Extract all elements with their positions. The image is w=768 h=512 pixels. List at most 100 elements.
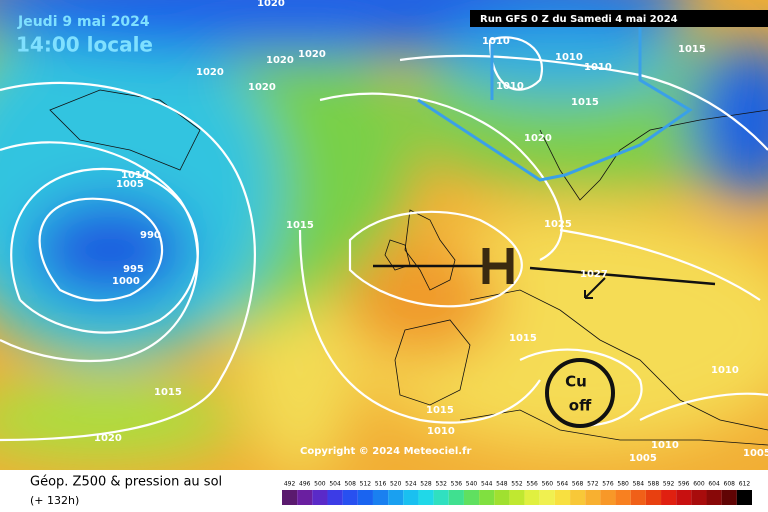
isobar-label: 1015 [286,220,314,231]
scale-swatch [509,490,525,505]
scale-label: 536 [451,481,463,488]
isobar-label: 990 [140,230,161,241]
scale-label: 568 [572,481,584,488]
scale-swatch [661,490,677,505]
scale-swatch [282,490,298,505]
scale-label: 556 [526,481,538,488]
footer-lead: (+ 132h) [30,494,79,507]
scale-swatch [494,490,510,505]
scale-label: 608 [724,481,736,488]
scale-label: 588 [648,481,660,488]
isobar-label: 1010 [651,440,679,451]
isobar-label: 1015 [426,405,454,416]
isobar-label: 1015 [678,44,706,55]
isobar-label: 1020 [266,55,294,66]
region-outline [417,20,693,182]
isobar-label: 1027 [580,269,608,280]
run-info: Run GFS 0 Z du Samedi 4 mai 2024 [480,14,678,25]
isobar-label: 1020 [524,133,552,144]
isobar-label: 1010 [482,36,510,47]
annotation: off [569,397,592,415]
isobar-label: 1025 [544,219,572,230]
scale-label: 604 [708,481,720,488]
scale-swatch [585,490,601,505]
isobar-label: 1005 [743,448,768,459]
isobar-label: 1020 [196,67,224,78]
isobar-label: 1015 [154,387,182,398]
isobar-label: 1010 [555,52,583,63]
isobar-label: 1015 [571,97,599,108]
isobar-label: 1020 [248,82,276,93]
footer-title: Géop. Z500 & pression au sol [30,475,222,490]
coastlines [49,89,768,446]
isobar-labels: 1020 1020 1020 1020 1020 1010 1010 1010 … [94,0,768,464]
scale-swatch [342,490,358,505]
isobar-label: 1020 [257,0,285,9]
local-time: 14:00 locale [16,33,153,57]
scale-swatch [403,490,419,505]
scale-label: 508 [344,481,356,488]
scale-swatch [463,490,480,505]
scale-swatch [357,490,373,505]
scale-label: 564 [557,481,569,488]
isobar-label: 1010 [121,170,149,181]
scale-swatch [524,490,540,505]
isobar-label: 1005 [629,453,657,464]
isobar-label: 1010 [496,81,524,92]
scale-swatch [327,490,343,505]
scale-swatch [615,490,631,505]
scale-swatch [630,490,646,505]
scale-swatch [433,490,449,505]
scale-swatch [600,490,616,505]
isobar-label: 1010 [711,365,739,376]
scale-swatch [691,490,707,505]
scale-swatch [479,490,495,505]
scale-label: 496 [299,481,311,488]
scale-label: 552 [511,481,523,488]
scale-label: 540 [466,481,478,488]
ridge-axis [529,266,716,286]
run-bar [470,10,768,27]
arrow [584,277,606,299]
isobar-label: 1005 [116,179,144,190]
color-scale: 492 496 500 504 508 512 516 520 524 528 532 536 540 5… [282,481,752,505]
scale-label: 528 [420,481,432,488]
scale-swatch [570,490,586,505]
annotation: Cu [565,373,587,391]
copyright: Copyright © 2024 Meteociel.fr [300,446,471,457]
scale-label: 596 [678,481,690,488]
scale-swatch [312,490,328,505]
isobar-label: 1020 [94,433,122,444]
scale-label: 544 [481,481,493,488]
scale-label: 584 [633,481,645,488]
scale-swatch [539,490,555,505]
scale-label: 532 [435,481,447,488]
height-field: Cu off 1020 1020 1020 1020 1020 1010 101… [0,0,768,470]
scale-label: 504 [329,481,341,488]
scale-swatch [448,490,464,505]
isobar-label: 1020 [298,49,326,60]
scale-label: 512 [360,481,372,488]
isobar-label: 1010 [584,62,612,73]
valid-date: Jeudi 9 mai 2024 [17,14,150,30]
scale-label: 560 [542,481,554,488]
isobars [0,36,768,442]
cut-off-circle [545,358,615,428]
scale-label: 520 [390,481,402,488]
isobar-label: 1015 [509,333,537,344]
scale-label: 576 [602,481,614,488]
scale-label: 600 [693,481,705,488]
scale-swatch [297,490,313,505]
scale-swatch [645,490,662,505]
scale-swatch [706,490,722,505]
scale-swatch [372,490,389,505]
scale-swatch [554,490,571,505]
scale-swatch [388,490,404,505]
scale-label: 580 [617,481,629,488]
scale-label: 492 [284,481,296,488]
isobar-label: 995 [123,264,144,275]
scale-label: 572 [587,481,599,488]
scale-swatch [736,490,752,505]
